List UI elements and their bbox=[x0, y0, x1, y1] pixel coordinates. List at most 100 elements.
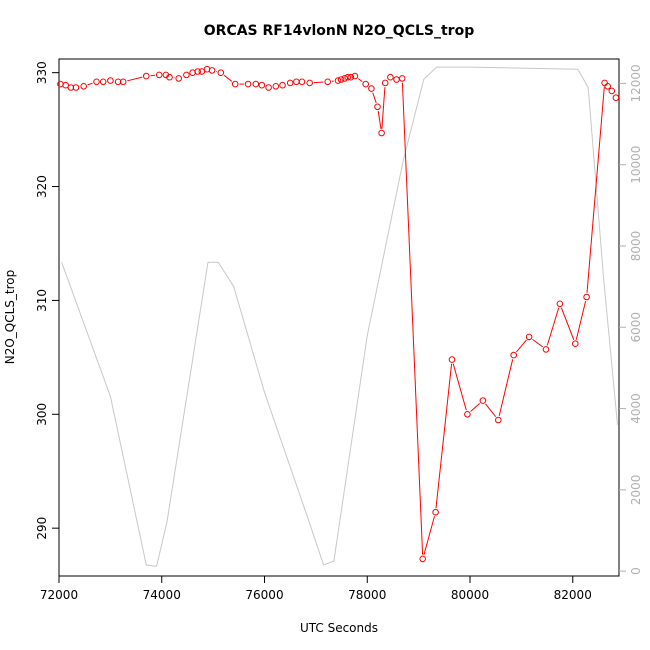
data-point bbox=[252, 80, 260, 88]
data-point bbox=[107, 77, 114, 84]
series-primary-segment bbox=[401, 82, 424, 555]
data-point bbox=[432, 508, 439, 516]
data-point bbox=[231, 80, 239, 88]
data-point bbox=[398, 75, 406, 82]
x-tick-label: 76000 bbox=[245, 588, 283, 602]
data-point bbox=[495, 416, 502, 424]
data-point bbox=[612, 94, 620, 101]
data-point bbox=[347, 73, 355, 81]
data-point bbox=[334, 77, 342, 84]
data-point bbox=[155, 71, 163, 79]
y-axis: 290 300 310 320 330 bbox=[35, 61, 59, 540]
y2-tick-label: 6000 bbox=[629, 312, 643, 343]
x-tick-label: 80000 bbox=[451, 588, 489, 602]
data-point bbox=[374, 103, 381, 111]
data-point bbox=[387, 73, 394, 81]
series-primary-segment bbox=[485, 403, 497, 418]
data-point bbox=[198, 68, 206, 75]
series-primary-segment bbox=[372, 92, 377, 103]
data-point bbox=[381, 79, 389, 87]
series-primary-segment bbox=[452, 363, 467, 411]
data-point bbox=[293, 78, 300, 86]
data-point bbox=[166, 73, 173, 81]
data-point bbox=[286, 79, 294, 87]
y-tick-label: 290 bbox=[35, 517, 49, 540]
y2-tick-label: 12000 bbox=[629, 64, 643, 102]
series-primary-segment bbox=[127, 76, 143, 82]
y-tick-label: 310 bbox=[35, 289, 49, 312]
series-primary-segment bbox=[516, 339, 527, 353]
data-point bbox=[265, 84, 272, 91]
x-tick-label: 74000 bbox=[143, 588, 181, 602]
data-point bbox=[608, 87, 616, 95]
data-point bbox=[72, 84, 80, 91]
y2-tick-label: 0 bbox=[629, 567, 643, 575]
data-point bbox=[344, 73, 352, 81]
data-point bbox=[464, 411, 471, 418]
x-axis-label: UTC Seconds bbox=[300, 621, 378, 635]
data-point bbox=[583, 293, 590, 301]
y2-tick-label: 8000 bbox=[629, 231, 643, 262]
data-point bbox=[175, 75, 182, 82]
data-point bbox=[244, 80, 252, 88]
data-point bbox=[510, 351, 518, 359]
y-axis-label: N2O_QCLS_trop bbox=[3, 270, 17, 365]
data-point bbox=[378, 129, 385, 137]
data-point bbox=[80, 83, 87, 90]
series-secondary bbox=[61, 66, 618, 567]
series-secondary-line bbox=[61, 66, 618, 567]
y2-axis: 0 2000 4000 6000 8000 10000 12000 bbox=[619, 64, 643, 575]
series-primary-segment bbox=[575, 300, 587, 340]
data-point bbox=[448, 356, 456, 363]
series-primary-segment bbox=[357, 78, 363, 82]
y2-tick-label: 10000 bbox=[629, 146, 643, 184]
series-primary-segment bbox=[381, 87, 386, 129]
series-primary-segment bbox=[377, 110, 382, 129]
data-point bbox=[183, 71, 190, 79]
x-axis: 72000 74000 76000 78000 80000 82000 bbox=[40, 576, 592, 602]
series-primary-segment bbox=[423, 516, 435, 556]
data-point bbox=[604, 83, 612, 90]
y-tick-label: 330 bbox=[35, 61, 49, 84]
series-primary-segment bbox=[223, 74, 233, 82]
series-primary-segment bbox=[313, 81, 324, 84]
series-primary-segment bbox=[470, 403, 481, 412]
data-point bbox=[525, 333, 533, 341]
data-point bbox=[337, 76, 345, 83]
x-tick-label: 72000 bbox=[40, 588, 78, 602]
series-primary-segment bbox=[435, 363, 453, 509]
data-point bbox=[362, 80, 370, 88]
data-point bbox=[93, 78, 100, 86]
data-point bbox=[208, 67, 216, 74]
series-primary-segment bbox=[87, 82, 93, 86]
data-point bbox=[194, 68, 201, 75]
y-tick-label: 300 bbox=[35, 403, 49, 426]
data-point bbox=[298, 78, 306, 86]
data-point bbox=[143, 72, 150, 80]
y2-tick-label: 2000 bbox=[629, 475, 643, 506]
chart-title: ORCAS RF14vlonN N2O_QCLS_trop bbox=[204, 23, 474, 39]
series-primary-segment bbox=[586, 87, 605, 293]
data-point bbox=[393, 76, 400, 83]
data-point bbox=[279, 81, 286, 89]
data-point bbox=[99, 78, 107, 86]
x-tick-label: 78000 bbox=[348, 588, 386, 602]
series-primary-segment bbox=[546, 307, 560, 346]
x-tick-label: 82000 bbox=[554, 588, 592, 602]
y2-tick-label: 4000 bbox=[629, 393, 643, 424]
data-point bbox=[601, 79, 608, 87]
data-point bbox=[217, 69, 225, 76]
series-primary-segment bbox=[498, 359, 514, 417]
data-point bbox=[324, 78, 332, 86]
series-primary-segment bbox=[560, 307, 575, 340]
data-point bbox=[341, 75, 349, 82]
data-point bbox=[306, 79, 314, 87]
data-point bbox=[479, 397, 487, 404]
data-point bbox=[368, 85, 375, 92]
series-primary-segment bbox=[532, 338, 543, 348]
data-point bbox=[542, 346, 550, 353]
data-point bbox=[272, 83, 280, 90]
data-point bbox=[556, 300, 564, 308]
data-point bbox=[258, 81, 266, 89]
